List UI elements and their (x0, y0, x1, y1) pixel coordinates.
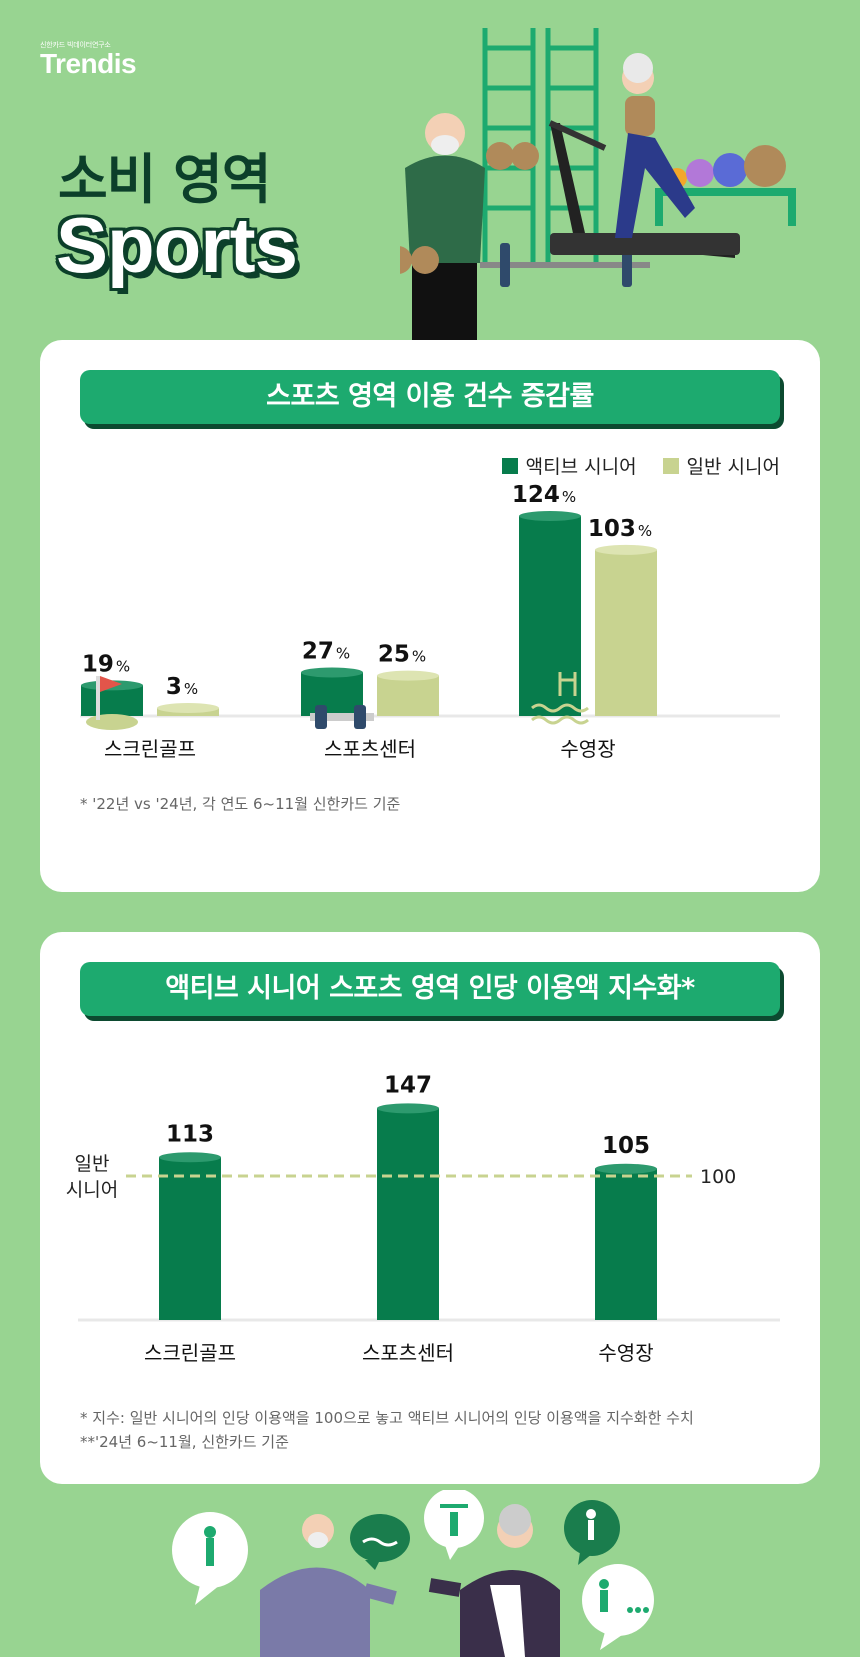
bar-cap-general-2 (377, 670, 439, 681)
usage-growth-banner: 스포츠 영역 이용 건수 증감률 (80, 370, 780, 424)
data-label-unit: % (184, 680, 198, 698)
hero-title-english: Sports (56, 201, 298, 289)
index-value-label-2: 147 (384, 1072, 432, 1098)
index-bar-3 (595, 1168, 657, 1320)
reference-label-line2: 시니어 (66, 1179, 118, 1201)
bar-active-2 (301, 672, 363, 716)
bar-general-2 (377, 675, 439, 716)
pool-wave-1 (531, 703, 589, 713)
data-label-active-3: 124% (512, 482, 576, 508)
data-label-unit: % (638, 522, 652, 540)
legend-label-general: 일반 시니어 (686, 456, 780, 478)
bowling-bubble-icon (582, 1564, 654, 1650)
wall-bars-icon (482, 28, 599, 268)
bar-cap-general-1 (157, 703, 219, 713)
index-bar-2 (377, 1108, 439, 1320)
category-label-2: 스포츠센터 (324, 737, 416, 761)
data-label-unit: % (412, 648, 426, 666)
spend-index-banner: 액티브 시니어 스포츠 영역 인당 이용액 지수화* (80, 962, 780, 1016)
index-bar-cap-2 (377, 1103, 439, 1114)
senior-woman-bottom-figure (428, 1504, 560, 1657)
pool-ladder (558, 672, 577, 696)
swimming-pool-icon (531, 672, 589, 725)
data-label-unit: % (116, 657, 130, 675)
weightlift-bubble-icon (424, 1490, 484, 1560)
bottom-illustration (172, 1490, 654, 1657)
treadmill-icon (548, 120, 740, 258)
index-bar-1 (159, 1157, 221, 1320)
senior-man-bottom-figure (260, 1514, 397, 1657)
index-category-label-1: 스크린골프 (144, 1341, 236, 1365)
reference-label-line1: 일반 (75, 1153, 110, 1175)
brand-logo: 신한카드 빅데이터연구소 Trendis (40, 40, 137, 79)
data-label-general-1: 3% (166, 674, 198, 700)
index-bar-cap-3 (595, 1163, 657, 1174)
legend-general-senior: 일반 시니어 (662, 452, 780, 479)
spend-index-footnote-2: **'24년 6~11월, 신한카드 기준 (80, 1433, 289, 1451)
bar-cap-general-3 (595, 544, 657, 555)
index-bar-cap-1 (159, 1152, 221, 1163)
index-value-label-1: 113 (166, 1121, 214, 1147)
usage-growth-chart: 19 % 3 % 스크린골프 27% 25 % 스포츠센터 124 % 103 % 수영장 (80, 482, 780, 761)
bar-active-3 (519, 516, 581, 716)
spend-index-card: 액티브 시니어 스포츠 영역 인당 이용액 지수화* 113 스크린골프 147 스포… (40, 932, 820, 1484)
kettlebells-icon (655, 145, 796, 226)
index-category-label-3: 수영장 (598, 1341, 653, 1365)
legend-active-senior: 액티브 시니어 (501, 452, 637, 479)
bar-cap-active-2 (301, 667, 363, 678)
dumbbell-plate-right (354, 705, 366, 729)
index-value-label-3: 105 (602, 1133, 650, 1159)
legend-swatch-general (662, 457, 679, 474)
pool-wave-2 (531, 715, 589, 725)
tennis-bubble-icon (564, 1500, 620, 1565)
spend-index-footnote-1: * 지수: 일반 시니어의 인당 이용액을 100으로 놓고 액티브 시니어의 … (80, 1409, 694, 1427)
data-label-unit: % (562, 488, 576, 506)
category-label-3: 수영장 (560, 737, 615, 761)
bar-general-3 (595, 549, 657, 716)
hero-illustration (400, 28, 796, 340)
brand-subtitle: 신한카드 빅데이터연구소 (40, 41, 111, 49)
data-label-active-2: 27% (302, 638, 350, 664)
data-label-active-1: 19% (82, 651, 130, 677)
dumbbell-icon (310, 705, 374, 729)
bar-cap-active-3 (519, 511, 581, 521)
golf-flag-icon (86, 676, 138, 730)
senior-man-figure (400, 113, 539, 340)
legend-label-active: 액티브 시니어 (525, 456, 637, 478)
usage-growth-card: 스포츠 영역 이용 건수 증감률 액티브 시니어 일반 시니어 19% 3% 스크린… (40, 340, 820, 892)
hero-title-korean: 소비 영역 (58, 148, 272, 211)
brand-name: Trendis (40, 48, 137, 79)
data-label-unit: % (336, 644, 350, 662)
dumbbell-bar (310, 713, 374, 721)
legend-swatch-active (501, 457, 518, 474)
data-label-general-2: 25% (378, 642, 426, 668)
data-label-general-3: 103% (588, 516, 652, 542)
chart-legend: 액티브 시니어 일반 시니어 (501, 452, 780, 479)
usage-growth-footnote: * '22년 vs '24년, 각 연도 6~11월 신한카드 기준 (80, 795, 401, 813)
spend-index-footnotes: * 지수: 일반 시니어의 인당 이용액을 100으로 놓고 액티브 시니어의 … (80, 1406, 694, 1454)
swim-bubble-icon (350, 1514, 410, 1570)
category-label-1: 스크린골프 (104, 737, 196, 761)
senior-woman-figure (615, 53, 695, 238)
golf-bubble-icon (172, 1512, 248, 1605)
dumbbell-plate-left (315, 705, 327, 729)
golf-green (86, 714, 138, 730)
bar-active-1 (81, 685, 143, 716)
index-category-label-2: 스포츠센터 (362, 1341, 454, 1365)
golf-flag (100, 676, 122, 692)
reference-value-label: 100 (700, 1166, 736, 1188)
